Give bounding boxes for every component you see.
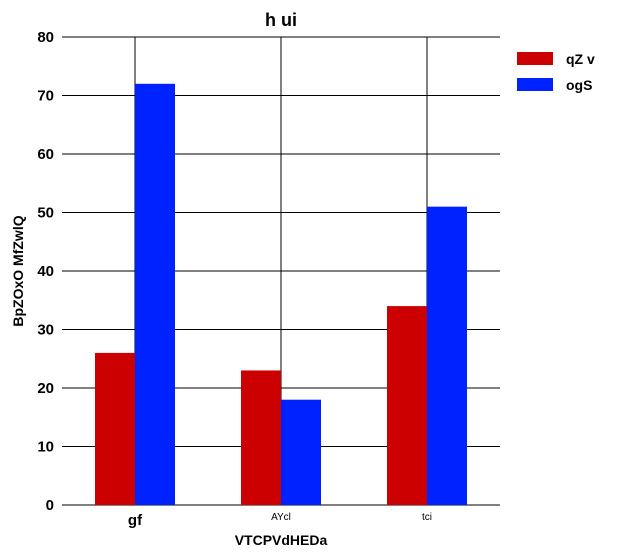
x-axis-label: VTCPVdHEDa <box>235 532 328 548</box>
y-axis-ticks: 0 10 20 30 40 50 60 70 80 <box>37 29 54 514</box>
y-tick-label: 60 <box>37 146 54 163</box>
y-tick-label: 80 <box>37 29 54 46</box>
bars <box>95 83 467 506</box>
y-tick-label: 40 <box>37 263 54 280</box>
bar-ogS-AYcl <box>281 399 321 505</box>
bar-ogS-tci <box>427 206 467 505</box>
y-tick-label: 70 <box>37 88 54 105</box>
y-tick-label: 20 <box>37 380 54 397</box>
x-axis-ticks: gf AYcl tci <box>128 512 432 529</box>
x-tick-label: tci <box>422 512 432 523</box>
x-tick-label: gf <box>128 512 143 529</box>
y-tick-label: 30 <box>37 322 54 339</box>
legend-swatch <box>517 78 553 91</box>
chart-title: h ui <box>265 10 297 30</box>
x-tick-label: AYcl <box>271 512 291 523</box>
bar-qZ-v-tci <box>387 306 427 505</box>
y-axis-label: BpZOxO MfZwlQ <box>10 215 26 326</box>
y-tick-label: 0 <box>46 497 54 514</box>
bar-ogS-gf <box>135 83 175 506</box>
y-tick-label: 50 <box>37 205 54 222</box>
bar-qZ-v-AYcl <box>241 370 281 505</box>
legend-swatch <box>517 52 553 65</box>
y-tick-label: 10 <box>37 439 54 456</box>
legend-label: qZ v <box>566 51 595 67</box>
bar-qZ-v-gf <box>95 352 135 505</box>
legend: qZ v ogS <box>517 51 595 93</box>
legend-label: ogS <box>566 77 592 93</box>
